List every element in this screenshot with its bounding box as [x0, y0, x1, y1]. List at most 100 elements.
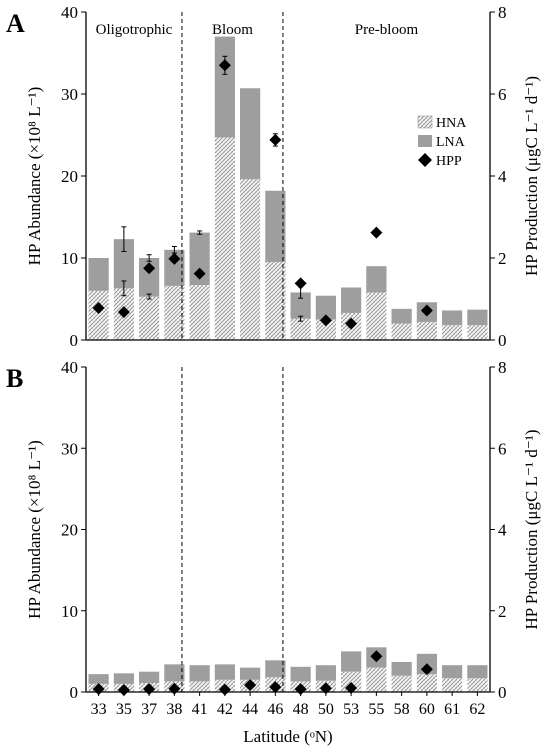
bar-lna — [341, 651, 362, 672]
bar-hna — [290, 318, 311, 340]
bar-lna — [315, 295, 336, 320]
bar-lna — [113, 239, 134, 289]
y-tick-label: 30 — [61, 85, 78, 104]
y2-tick-label: 8 — [498, 358, 507, 377]
legend-label-hpp: HPP — [436, 154, 462, 169]
x-tick-label: 37 — [141, 701, 157, 718]
y-tick-label: 10 — [61, 602, 78, 621]
x-tick-label: 33 — [91, 701, 107, 718]
y-tick-label: 30 — [61, 439, 78, 458]
y2-tick-label: 8 — [498, 3, 507, 22]
hpp-marker — [244, 679, 257, 692]
bar-lna — [113, 673, 134, 684]
y-tick-label: 10 — [61, 249, 78, 268]
x-tick-label: 42 — [217, 701, 233, 718]
legend-label-lna: LNA — [436, 135, 466, 150]
y-tick-label: 40 — [61, 358, 78, 377]
hpp-marker — [420, 304, 433, 317]
x-tick-label: 44 — [242, 701, 258, 718]
x-tick-label: 62 — [469, 701, 485, 718]
hpp-marker — [319, 314, 332, 327]
x-tick-label: 41 — [192, 701, 208, 718]
bar-lna — [139, 671, 160, 684]
bar-hna — [240, 179, 261, 340]
bar-hna — [467, 678, 488, 692]
bar-lna — [265, 660, 286, 678]
bar-lna — [214, 36, 235, 138]
y2-axis-label: HP Production (μgC L⁻¹ d⁻¹) — [522, 76, 541, 276]
bar-hna — [416, 321, 437, 340]
bar-hna — [467, 325, 488, 340]
y-tick-label: 0 — [70, 331, 79, 350]
bar-lna — [391, 661, 412, 676]
x-tick-label: 61 — [444, 701, 460, 718]
y-tick-label: 0 — [70, 683, 79, 702]
y2-tick-label: 0 — [498, 331, 507, 350]
bar-lna — [88, 258, 109, 291]
hpp-marker — [193, 267, 206, 280]
hpp-marker — [143, 262, 156, 275]
hpp-marker — [294, 277, 307, 290]
y-axis-label: HP Abundance (×10⁸ L⁻¹) — [25, 87, 44, 266]
hpp-marker — [420, 663, 433, 676]
bar-hna — [442, 678, 463, 692]
bar-lna — [164, 664, 185, 682]
bar-lna — [189, 665, 210, 682]
y2-tick-label: 0 — [498, 683, 507, 702]
bar-hna — [366, 292, 387, 340]
legend-swatch-hna — [417, 115, 433, 129]
bar-hna — [164, 285, 185, 340]
legend-label-hna: HNA — [436, 116, 467, 131]
bar-hna — [265, 262, 286, 340]
bar-lna — [290, 666, 311, 682]
region-label: Bloom — [212, 22, 253, 38]
hpp-marker — [117, 683, 130, 696]
bar-hna — [139, 296, 160, 340]
y2-axis-label: HP Production (μgC L⁻¹ d⁻¹) — [522, 429, 541, 629]
bar-lna — [467, 665, 488, 679]
bar-lna — [214, 664, 235, 680]
x-axis-label: Latitude (ᵒN) — [243, 727, 332, 746]
panel-label: A — [6, 9, 25, 38]
x-tick-label: 46 — [267, 701, 283, 718]
y2-tick-label: 4 — [498, 521, 507, 540]
bar-hna — [366, 667, 387, 692]
bar-hna — [416, 674, 437, 692]
hpp-marker — [370, 650, 383, 663]
x-tick-label: 48 — [293, 701, 309, 718]
x-tick-label: 60 — [419, 701, 435, 718]
bar-hna — [391, 323, 412, 340]
y-tick-label: 40 — [61, 3, 78, 22]
x-tick-label: 50 — [318, 701, 334, 718]
y2-tick-label: 6 — [498, 439, 507, 458]
legend-swatch-lna — [418, 135, 432, 147]
hpp-marker — [345, 317, 358, 330]
hpp-marker — [117, 306, 130, 319]
bar-hna — [189, 285, 210, 340]
x-tick-label: 53 — [343, 701, 359, 718]
bar-hna — [315, 319, 336, 340]
bar-lna — [341, 287, 362, 313]
panel-a: 0 10 20 30 40 0 2 4 6 8 A HP Abundance (×10⁸ L⁻¹) HP… — [6, 3, 541, 350]
bar-lna — [315, 665, 336, 681]
bar-lna — [391, 308, 412, 324]
panel-label: B — [6, 364, 23, 393]
y2-tick-label: 2 — [498, 249, 507, 268]
bar-hna — [214, 137, 235, 340]
hpp-marker — [370, 226, 383, 239]
x-tick-label: 58 — [394, 701, 410, 718]
y-tick-label: 20 — [61, 521, 78, 540]
y2-tick-label: 2 — [498, 602, 507, 621]
bar-hna — [189, 681, 210, 692]
hpp-marker — [269, 681, 282, 694]
bar-lna — [240, 88, 261, 180]
hpp-marker — [345, 681, 358, 694]
y2-tick-label: 6 — [498, 85, 507, 104]
bar-lna — [189, 232, 210, 286]
x-tick-label: 38 — [166, 701, 182, 718]
bar-hna — [88, 290, 109, 340]
x-tick-label: 35 — [116, 701, 132, 718]
bar-lna — [265, 190, 286, 263]
